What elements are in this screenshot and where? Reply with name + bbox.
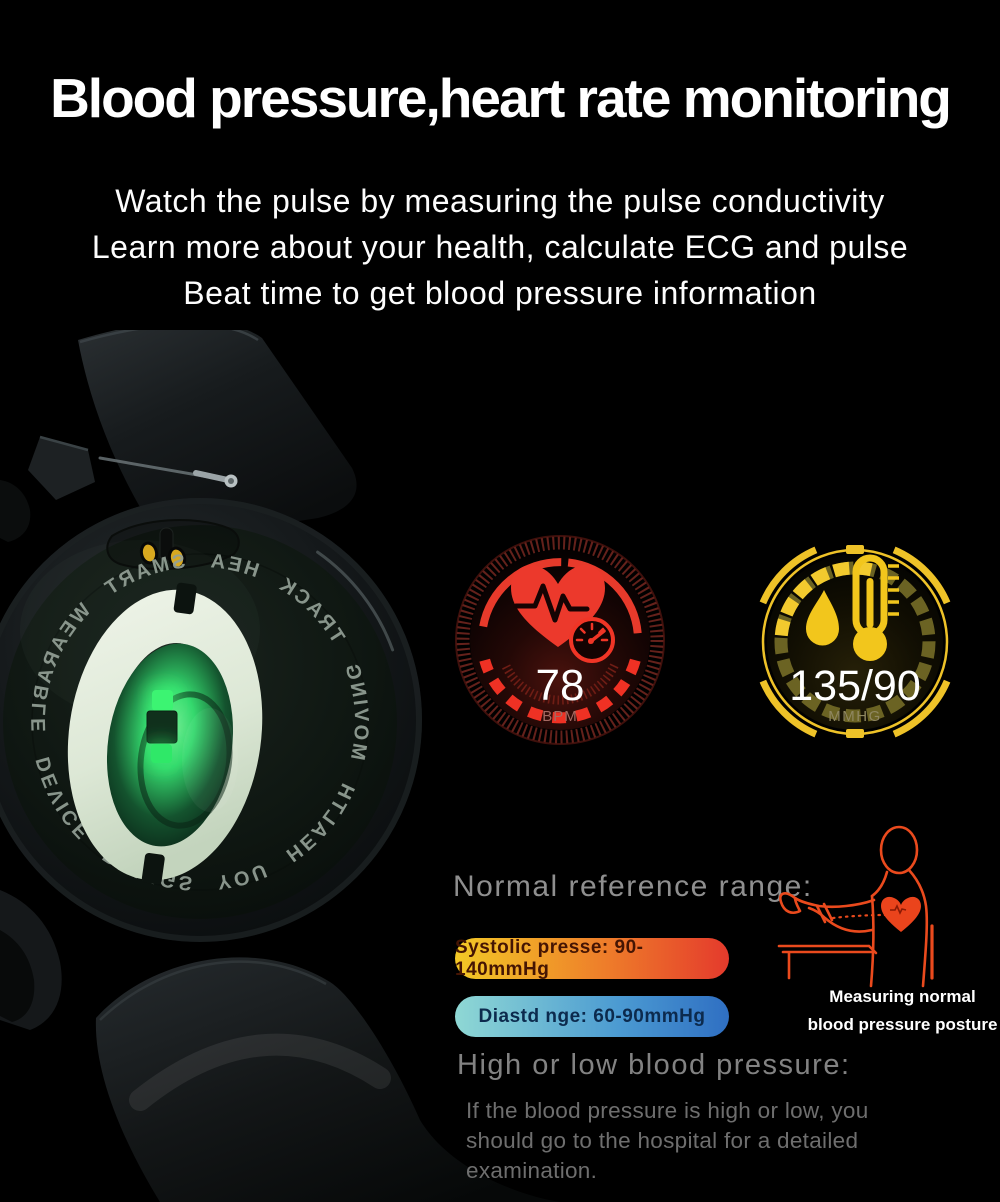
subtitle-line-2: Learn more about your health, calculate …: [91, 229, 909, 265]
corner-arcs: [759, 546, 951, 738]
systolic-range-label: Systolic presse: 90-140mmHg: [455, 936, 644, 980]
watch-lug-left: [28, 437, 95, 500]
watch-strap-bottom: [95, 957, 560, 1202]
lug-highlight: [39, 435, 89, 452]
watch-back-photo: SMART WEARABLE DEVICE BRINGS YOU HEALTH …: [0, 330, 560, 1202]
spring-bar-pin-center: [228, 478, 234, 484]
water-drop-icon: [806, 590, 839, 646]
led-top: [152, 690, 173, 711]
charging-pin-right: [167, 546, 187, 570]
strap-bottom-sheen: [129, 1033, 391, 1111]
figure-cuff: [815, 902, 834, 924]
pulse-gauge-icon: [569, 617, 615, 663]
ring-tab-bottom: [846, 729, 864, 738]
case-rim-highlight: [316, 550, 395, 652]
sensor-glass-shine: [182, 708, 238, 812]
figure-neck: [870, 870, 889, 898]
dial-seam: [31, 553, 369, 891]
systolic-range-pill: Systolic presse: 90-140mmHg: [455, 936, 729, 980]
figure-head: [879, 825, 919, 875]
heart-rate-gauge: 78 BPM: [455, 535, 665, 745]
heart-rate-value: 78: [536, 661, 585, 710]
ring-notch-bottom: [141, 852, 165, 885]
posture-caption-line-2: blood pressure posture: [807, 1015, 998, 1034]
posture-caption-line-1: Measuring normal: [829, 987, 976, 1006]
thermometer-icon: [852, 554, 899, 661]
progress-arc: [479, 558, 642, 634]
led-bottom: [151, 744, 172, 763]
blood-pressure-gauge: 135/90 MMHG: [759, 545, 951, 738]
page-title: Blood pressure,heart rate monitoring: [50, 67, 952, 129]
figure-arm-top: [793, 896, 876, 909]
table: [777, 944, 878, 980]
blood-pressure-unit: MMHG: [828, 708, 882, 725]
dash-arc: [479, 658, 641, 724]
figure-arm-bottom: [807, 906, 874, 933]
diastolic-range-pill: Diastd nge: 60-90mmHg: [455, 996, 729, 1037]
sensor-glass-ring: [137, 691, 233, 829]
watch-strap-top: [78, 330, 357, 542]
diastolic-range-label: Diastd nge: 60-90mmHg: [478, 1005, 706, 1027]
figure-heart: [881, 896, 921, 932]
figure-front: [869, 894, 875, 988]
ring-tab-top: [846, 545, 864, 554]
inner-tick-arc: [501, 663, 619, 705]
figure-back: [907, 868, 929, 988]
advice-body: If the blood pressure is high or low, yo…: [466, 1098, 869, 1183]
heart-rate-unit: BPM: [542, 708, 578, 725]
case-edge: [0, 498, 422, 942]
strap-gap: [0, 480, 31, 542]
charging-pin-left: [139, 541, 159, 565]
figure-hand: [779, 892, 802, 914]
strap-keeper-hole: [0, 930, 35, 1022]
subtitle-line-3: Beat time to get blood pressure informat…: [183, 275, 817, 311]
figure-heart-ecg: [890, 904, 907, 915]
tick-ring: [456, 536, 664, 744]
spring-bar-bright: [193, 470, 231, 483]
pulse-dotted-line: [831, 913, 887, 920]
strap-bottom-edge: [99, 960, 327, 1021]
blood-pressure-value: 135/90: [789, 662, 921, 710]
segment-ring: [774, 561, 936, 723]
subtitle-line-1: Watch the pulse by measuring the pulse c…: [115, 183, 885, 219]
reference-heading: Normal reference range:: [453, 870, 813, 903]
subtitle: Watch the pulse by measuring the pulse c…: [0, 178, 1000, 316]
ring-notch-top: [173, 582, 197, 615]
posture-figure-icon: [777, 825, 934, 988]
advice-heading: High or low blood pressure:: [457, 1049, 851, 1081]
strap-highlight: [79, 330, 259, 344]
outer-ring: [455, 535, 665, 745]
posture-caption: Measuring normal blood pressure posture: [790, 983, 1000, 1039]
